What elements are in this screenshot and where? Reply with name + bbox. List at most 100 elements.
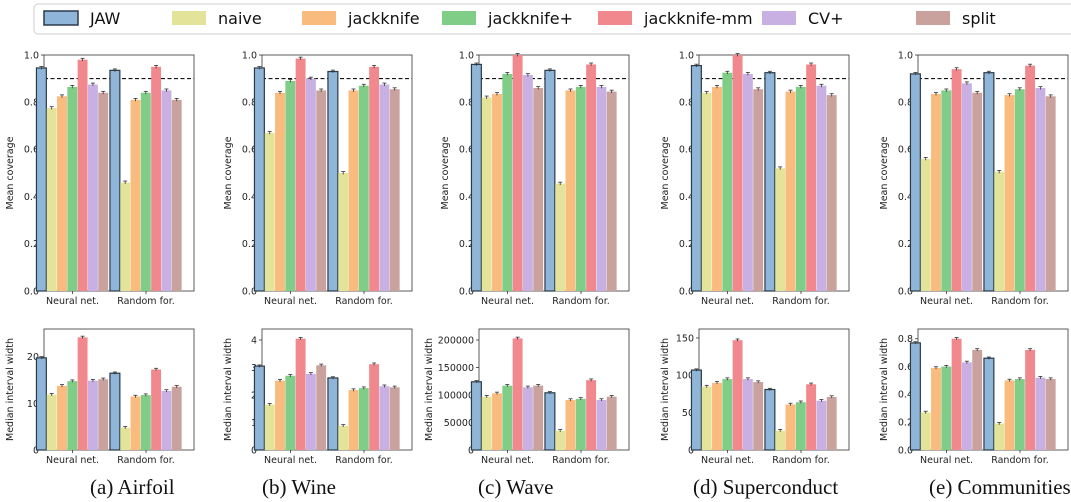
bar [151, 369, 162, 450]
bar [338, 425, 349, 450]
x-tick-label: Neural net. [481, 455, 534, 466]
bar [285, 375, 296, 450]
bar [358, 388, 369, 450]
legend: JAW naive jackknife jackknife+ jackknife-mm C… [33, 3, 1071, 35]
chart-panel: 0.0 0.2 0.4 0.6 0.8 1.0 Mean coverage Neural ne… [223, 50, 413, 499]
y-tick-label: 0.4 [898, 390, 913, 401]
y-tick-label: 20 [27, 352, 39, 363]
bar [35, 67, 47, 292]
bar [972, 349, 983, 450]
bar [826, 95, 837, 292]
bar [701, 386, 712, 450]
bar [586, 380, 597, 450]
chart-panel: 0 50 100 150 Median interval width Neural net… [660, 328, 850, 466]
bar [972, 92, 983, 291]
bar [785, 404, 796, 450]
bar [565, 399, 576, 450]
y-tick-label: 1.0 [459, 50, 474, 61]
y-tick-label: 0.8 [459, 98, 474, 109]
y-tick-label: 0.8 [242, 98, 257, 109]
bar [994, 423, 1005, 450]
bar [338, 173, 349, 291]
y-tick-label: 100000 [438, 390, 474, 401]
y-axis-label: Median interval width [223, 338, 234, 441]
legend-frame [33, 3, 1071, 35]
bar [690, 65, 702, 292]
y-tick-label: 0.2 [459, 239, 474, 250]
bar [951, 69, 962, 291]
bar [109, 69, 121, 292]
bar [305, 78, 316, 291]
bar [470, 63, 482, 292]
bar [389, 89, 400, 291]
bar [151, 66, 162, 291]
bar [1025, 349, 1036, 450]
y-tick-label: 0.8 [679, 98, 694, 109]
bar [98, 92, 109, 291]
bar [785, 91, 796, 291]
y-tick-label: 100 [676, 371, 694, 382]
bar [379, 386, 390, 450]
y-tick-label: 0.2 [242, 239, 257, 250]
bar [909, 342, 921, 451]
panel-caption: (e) Communities [929, 475, 1071, 499]
bar [87, 84, 98, 291]
y-tick-label: 1.0 [242, 50, 257, 61]
x-tick-label: Random for. [117, 296, 175, 307]
bar [161, 90, 172, 292]
x-tick-label: Random for. [552, 455, 610, 466]
panel-caption: (c) Wave [478, 475, 553, 499]
chart-panel: 0.0 0.2 0.4 0.6 0.8 1.0 Mean coverage Neural ne… [440, 50, 630, 499]
y-axis-label: Mean coverage [660, 136, 671, 209]
y-tick-label: 0.4 [24, 192, 39, 203]
bar [565, 90, 576, 292]
bar [379, 84, 390, 291]
bar [275, 380, 285, 450]
y-tick-label: 10 [27, 399, 39, 410]
legend-item: jackknife [302, 9, 420, 28]
bar [961, 83, 972, 291]
bar [795, 402, 806, 450]
y-axis-label: Mean coverage [879, 136, 890, 209]
y-tick-label: 0.6 [679, 145, 694, 156]
bar [130, 396, 141, 450]
y-tick-label: 0.8 [898, 98, 913, 109]
bar [544, 392, 556, 451]
panel-caption: (d) Superconduct [693, 475, 838, 499]
bar [732, 340, 743, 450]
bar [98, 379, 109, 450]
bar [1035, 377, 1046, 450]
x-tick-label: Neural net. [701, 296, 754, 307]
chart-panel: 0.0 0.2 0.4 0.6 0.8 1.0 Mean coverage Neural ne… [879, 50, 1071, 499]
bar [171, 99, 182, 291]
bar [316, 90, 327, 292]
bar [77, 337, 88, 450]
y-tick-label: 0.4 [242, 192, 257, 203]
y-tick-label: 0.8 [24, 98, 39, 109]
bar [533, 385, 544, 450]
bar [35, 357, 47, 451]
legend-swatch [762, 11, 796, 25]
bar [775, 168, 786, 291]
y-tick-label: 0.2 [898, 417, 913, 428]
bar [931, 93, 941, 291]
y-tick-label: 50 [682, 408, 694, 419]
bar [742, 379, 753, 450]
bar [806, 384, 817, 450]
y-tick-label: 1.0 [24, 50, 39, 61]
y-tick-label: 0.0 [459, 286, 474, 297]
y-tick-label: 0.2 [24, 239, 39, 250]
bar [316, 365, 327, 450]
bar [983, 357, 995, 451]
bar [606, 396, 617, 450]
legend-item: jackknife-mm [598, 9, 753, 28]
bar [502, 73, 513, 291]
bar [502, 385, 513, 450]
legend-label: naive [218, 9, 262, 28]
bar [722, 379, 733, 450]
bar [931, 367, 941, 450]
x-tick-label: Random for. [552, 296, 610, 307]
bar [1025, 65, 1036, 292]
bar [764, 72, 776, 292]
